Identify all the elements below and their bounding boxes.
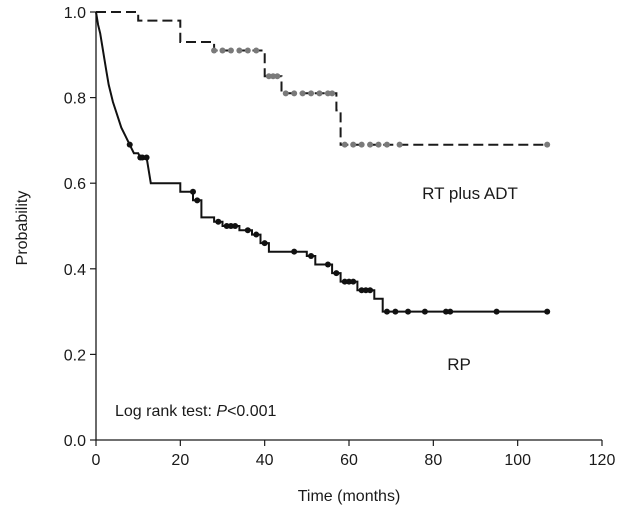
y-tick-label: 0.2	[64, 347, 86, 364]
censor-mark	[236, 47, 243, 54]
y-tick-label: 0.6	[64, 176, 86, 193]
censor-mark	[341, 278, 348, 285]
series-label-rp: RP	[447, 355, 471, 374]
censor-mark	[362, 287, 369, 294]
censor-mark	[383, 308, 390, 315]
censor-mark	[358, 287, 365, 294]
censor-mark	[215, 218, 222, 225]
censor-mark	[270, 73, 277, 80]
censor-mark	[223, 223, 230, 229]
censor-mark	[227, 47, 234, 54]
censor-mark	[194, 197, 201, 204]
censor-mark	[346, 278, 352, 285]
annotation-p-symbol: P	[216, 403, 227, 420]
censor-mark	[396, 141, 403, 148]
x-tick-label: 40	[256, 452, 274, 469]
y-tick-label: 0.8	[64, 91, 86, 108]
censor-mark	[227, 223, 234, 229]
y-axis-title: Probability	[14, 191, 31, 266]
x-tick-label: 100	[504, 452, 531, 469]
censor-mark	[211, 47, 218, 54]
censor-mark	[383, 141, 390, 148]
censor-mark	[274, 73, 281, 80]
censor-mark	[253, 47, 260, 54]
labels-layer: Probability Time (months) RT plus ADT RP…	[14, 184, 518, 505]
censor-mark	[232, 223, 239, 229]
series-1	[95, 11, 551, 315]
censor-mark	[139, 154, 146, 161]
censor-mark	[219, 47, 226, 54]
censor-mark	[447, 308, 454, 315]
censor-mark	[367, 287, 374, 294]
censor-mark	[421, 308, 428, 315]
axes: 0 20 40 60 80 100 120 0.0 0.2 0.4 0.6 0.8 1.0	[64, 5, 616, 469]
censor-mark	[261, 240, 268, 247]
x-tick-label: 120	[589, 452, 616, 469]
annotation-suffix: <0.001	[227, 403, 276, 420]
censor-mark	[189, 188, 196, 195]
censor-mark	[291, 90, 298, 97]
censor-mark	[299, 90, 306, 97]
y-tick-label: 1.0	[64, 5, 86, 22]
censor-mark	[333, 270, 340, 277]
x-tick-label: 60	[340, 452, 358, 469]
censor-mark	[544, 308, 551, 315]
series-label-rt-plus-adt: RT plus ADT	[422, 184, 518, 203]
log-rank-annotation: Log rank test: P<0.001	[115, 403, 277, 420]
x-tick-label: 0	[92, 452, 101, 469]
x-tick-label: 20	[171, 452, 189, 469]
censor-mark	[405, 308, 412, 315]
censor-mark	[350, 141, 357, 148]
censor-mark	[282, 90, 289, 97]
censor-mark	[291, 248, 298, 255]
censor-mark	[341, 141, 348, 148]
censor-mark	[308, 90, 315, 97]
censor-mark	[308, 252, 315, 259]
censor-mark	[442, 308, 449, 315]
censor-mark	[316, 90, 323, 97]
censor-mark	[375, 141, 382, 148]
censor-mark	[493, 308, 500, 315]
y-tick-label: 0.4	[64, 262, 86, 279]
censor-mark	[324, 90, 331, 97]
censor-mark	[126, 141, 133, 148]
series-line	[95, 11, 548, 313]
censor-mark	[265, 73, 272, 80]
series-line	[96, 11, 548, 146]
censor-mark	[244, 227, 251, 234]
censor-mark	[244, 47, 251, 54]
censor-mark	[350, 278, 357, 285]
censor-mark	[358, 141, 365, 148]
series-layer	[95, 11, 551, 315]
censor-mark	[367, 141, 374, 148]
censor-mark	[392, 308, 399, 315]
series-0	[96, 11, 551, 148]
x-axis-title: Time (months)	[298, 488, 401, 505]
y-tick-label: 0.0	[64, 433, 86, 450]
censor-mark	[544, 141, 551, 148]
x-tick-label: 80	[424, 452, 442, 469]
censor-mark	[143, 154, 150, 161]
censor-mark	[329, 90, 336, 97]
annotation-prefix: Log rank test:	[115, 403, 216, 420]
censor-mark	[253, 231, 260, 238]
censor-mark	[324, 261, 331, 268]
